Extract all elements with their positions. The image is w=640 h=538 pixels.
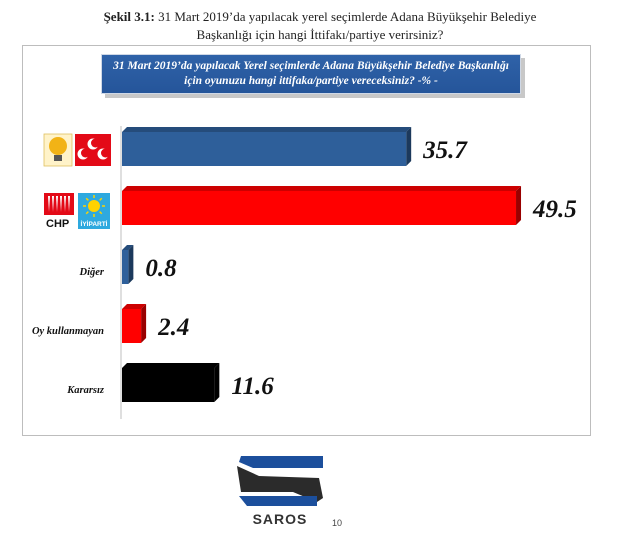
bar-side-face: [516, 186, 522, 225]
question-banner: 31 Mart 2019’da yapılacak Yerel seçimler…: [101, 54, 521, 94]
chp-arrow-icon: [64, 196, 66, 212]
category-label: Oy kullanmayan: [32, 326, 104, 337]
crescent-cutout-icon: [81, 148, 90, 158]
chart-frame: 31 Mart 2019’da yapılacak Yerel seçimler…: [22, 45, 591, 436]
bar-top-face: [122, 304, 147, 309]
chp-arrow-icon: [52, 196, 54, 212]
chp-logo-text: CHP: [46, 218, 69, 230]
bar-value-label: 11.6: [231, 373, 274, 400]
sun-ray-icon: [99, 211, 103, 215]
chp-arrow-icon: [60, 196, 62, 212]
bar-value-label: 49.5: [532, 196, 577, 223]
chp-arrow-icon: [56, 196, 58, 212]
bar: [122, 309, 142, 343]
bar-value-label: 2.4: [157, 314, 189, 341]
figure-caption-line2: Başkanlığı için hangi İttifakı/partiye v…: [196, 27, 444, 42]
figure-caption-label: Şekil 3.1:: [103, 9, 155, 24]
question-banner-line1: 31 Mart 2019’da yapılacak Yerel seçimler…: [113, 60, 509, 72]
crescent-cutout-icon: [91, 138, 100, 148]
lightbulb-base-icon: [54, 155, 62, 161]
bar-value-label: 0.8: [145, 255, 177, 282]
bar-top-face: [122, 245, 134, 250]
lightbulb-icon: [49, 137, 67, 155]
sun-ray-icon: [99, 197, 103, 201]
category-label: Kararsız: [66, 385, 105, 396]
sun-ray-icon: [85, 197, 89, 201]
sun-icon: [88, 200, 100, 212]
chp-arrow-icon: [48, 196, 50, 212]
crescent-cutout-icon: [101, 148, 110, 158]
saros-logo-text: SAROS: [253, 511, 308, 527]
figure-caption: Şekil 3.1: 31 Mart 2019’da yapılacak yer…: [0, 8, 640, 44]
saros-logo: SAROS: [233, 452, 327, 527]
bar-side-face: [214, 363, 220, 402]
bar: [122, 250, 129, 284]
bar-side-face: [128, 245, 134, 284]
sun-ray-icon: [85, 211, 89, 215]
category-label: Diğer: [79, 267, 105, 278]
bar-top-face: [122, 186, 522, 191]
bar-side-face: [141, 304, 147, 343]
chp-logo-icon: [44, 193, 74, 215]
bar-top-face: [122, 127, 412, 132]
bar: [122, 368, 215, 402]
figure-caption-line1: 31 Mart 2019’da yapılacak yerel seçimler…: [158, 9, 537, 24]
chp-arrow-icon: [68, 196, 70, 212]
bar-value-label: 35.7: [422, 137, 468, 164]
bar-side-face: [406, 127, 412, 166]
bar: [122, 191, 517, 225]
iyi-logo-text: İYİPARTİ: [81, 220, 108, 228]
question-banner-line2: için oyunuzu hangi ittifaka/partiye vere…: [184, 75, 438, 87]
bar-top-face: [122, 363, 220, 368]
page-number: 10: [332, 518, 343, 528]
bar: [122, 132, 407, 166]
